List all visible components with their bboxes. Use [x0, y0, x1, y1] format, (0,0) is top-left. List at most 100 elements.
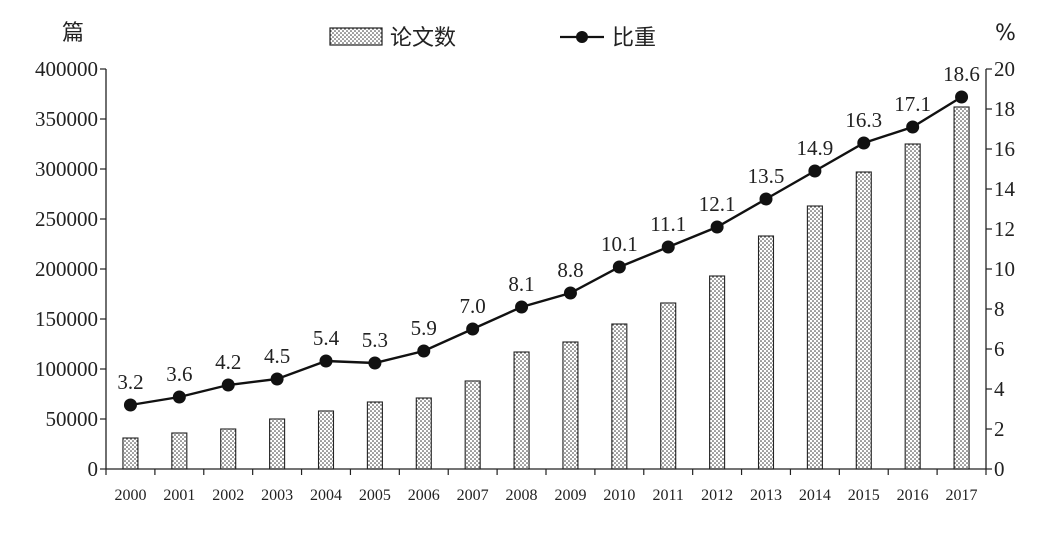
y2-tick-label: 14: [994, 177, 1016, 201]
y2-tick-label: 18: [994, 97, 1015, 121]
y2-axis-unit-label: %: [995, 21, 1016, 46]
line-point: [759, 192, 773, 206]
line-point: [906, 120, 920, 134]
line-point: [515, 300, 529, 314]
bar: [904, 143, 921, 470]
series-line: [130, 95, 963, 407]
data-label: 8.1: [508, 272, 534, 296]
line-point: [368, 356, 382, 370]
data-label: 5.4: [313, 326, 340, 350]
x-tick-label: 2007: [457, 487, 489, 504]
y-tick-label: 200000: [35, 257, 98, 281]
y2-tick-label: 6: [994, 337, 1005, 361]
x-tick-label: 2010: [603, 487, 635, 504]
y-tick-label: 250000: [35, 207, 98, 231]
line-point: [710, 220, 724, 234]
y2-tick-label: 4: [994, 377, 1005, 401]
y2-tick-label: 12: [994, 217, 1015, 241]
x-tick-label: 2002: [212, 487, 244, 504]
bar: [660, 302, 677, 470]
line-point: [172, 390, 186, 404]
legend-line-label: 比重: [612, 26, 656, 51]
bar: [855, 171, 872, 470]
y-tick-label: 350000: [35, 107, 98, 131]
y-tick-label: 300000: [35, 157, 98, 181]
legend-bar-label: 论文数: [390, 26, 456, 51]
data-label: 3.6: [166, 362, 192, 386]
line-point: [221, 378, 235, 392]
line-point: [123, 398, 137, 412]
bar: [611, 323, 628, 470]
x-tick-label: 2008: [506, 487, 538, 504]
y-tick-label: 100000: [35, 357, 98, 381]
x-tick-label: 2003: [261, 487, 293, 504]
y2-tick-label: 8: [994, 297, 1005, 321]
bar: [220, 428, 237, 470]
data-label: 4.5: [264, 344, 290, 368]
line-point: [808, 164, 822, 178]
y-tick-label: 50000: [46, 407, 99, 431]
bar: [269, 418, 286, 470]
bar: [562, 341, 579, 470]
data-label: 16.3: [845, 108, 882, 132]
x-tick-label: 2013: [750, 487, 782, 504]
x-tick-label: 2014: [799, 487, 831, 504]
data-label: 7.0: [460, 294, 486, 318]
bar: [513, 351, 530, 470]
x-tick-label: 2017: [946, 487, 978, 504]
bar: [806, 205, 823, 470]
legend-bar-swatch: [329, 27, 383, 46]
y2-tick-label: 0: [994, 457, 1005, 481]
data-label: 17.1: [894, 92, 931, 116]
data-label: 12.1: [699, 192, 736, 216]
data-label: 13.5: [748, 164, 785, 188]
data-label: 18.6: [943, 62, 980, 86]
line-series: 3.2 3.6 4.2 4.5 5.4 5.3 5.9 7.0 8.1 8.8 10.1 11.1 12…: [117, 62, 980, 412]
line-point: [612, 260, 626, 274]
legend: 论文数 比重: [329, 26, 656, 51]
x-tick-label: 2011: [653, 487, 684, 504]
line-point: [857, 136, 871, 150]
x-tick-label: 2006: [408, 487, 440, 504]
bar: [122, 437, 139, 470]
line-point: [661, 240, 675, 254]
bar: [415, 397, 432, 470]
y2-tick-label: 10: [994, 257, 1015, 281]
x-tick-label: 2012: [701, 487, 733, 504]
line-point: [563, 286, 577, 300]
y2-tick-label: 2: [994, 417, 1005, 441]
line-point: [466, 322, 480, 336]
x-tick-label: 2016: [897, 487, 929, 504]
x-tick-label: 2004: [310, 487, 342, 504]
bar: [464, 380, 481, 470]
bar: [953, 106, 970, 470]
x-tick-label: 2000: [114, 487, 146, 504]
data-label: 5.9: [411, 316, 437, 340]
axes: 0 50000 100000 150000 200000 250000 300000 3500…: [35, 57, 1016, 504]
y2-tick-label: 20: [994, 57, 1015, 81]
y-tick-label: 400000: [35, 57, 98, 81]
legend-line-marker: [576, 31, 588, 43]
bar-series: [122, 106, 970, 470]
bar: [709, 275, 726, 470]
data-label: 8.8: [557, 258, 583, 282]
data-label: 14.9: [797, 136, 834, 160]
line-point: [270, 372, 284, 386]
data-label: 10.1: [601, 232, 638, 256]
x-tick-label: 2001: [163, 487, 195, 504]
x-tick-label: 2005: [359, 487, 391, 504]
data-label: 4.2: [215, 350, 241, 374]
x-tick-label: 2015: [848, 487, 880, 504]
line-point: [417, 344, 431, 358]
data-label: 3.2: [117, 370, 143, 394]
x-tick-label: 2009: [554, 487, 586, 504]
line-point: [319, 354, 333, 368]
y-axis-unit-label: 篇: [62, 21, 84, 46]
bar: [757, 235, 775, 470]
data-label: 11.1: [650, 212, 686, 236]
y-tick-label: 0: [88, 457, 99, 481]
y2-tick-label: 16: [994, 137, 1015, 161]
data-label: 5.3: [362, 328, 388, 352]
bar: [171, 432, 188, 470]
